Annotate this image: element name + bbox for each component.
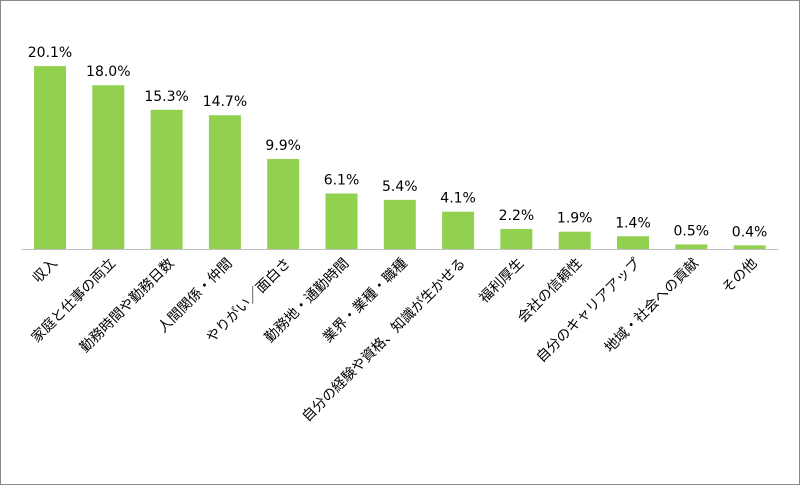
bar (92, 85, 125, 249)
value-label: 9.9% (265, 138, 301, 154)
bar (500, 228, 533, 249)
bar (208, 115, 241, 249)
bar (383, 199, 416, 249)
value-label: 20.1% (28, 45, 72, 61)
value-label: 15.3% (144, 89, 188, 105)
bar (617, 236, 649, 249)
bar (325, 193, 358, 249)
bar (558, 231, 591, 249)
bar (34, 66, 66, 249)
value-label: 1.4% (615, 215, 651, 231)
value-label: 0.4% (732, 224, 768, 240)
value-label: 4.1% (440, 191, 476, 207)
value-label: 6.1% (324, 172, 360, 188)
value-label: 18.0% (86, 64, 130, 80)
bar (442, 211, 475, 249)
bar (150, 109, 183, 250)
value-label: 5.4% (382, 179, 418, 195)
value-label: 1.9% (557, 211, 593, 227)
value-label: 14.7% (203, 94, 247, 110)
value-label: 0.5% (674, 223, 710, 239)
value-label: 2.2% (499, 208, 535, 224)
bar (675, 244, 708, 249)
bar (733, 245, 766, 249)
bar (267, 158, 300, 249)
